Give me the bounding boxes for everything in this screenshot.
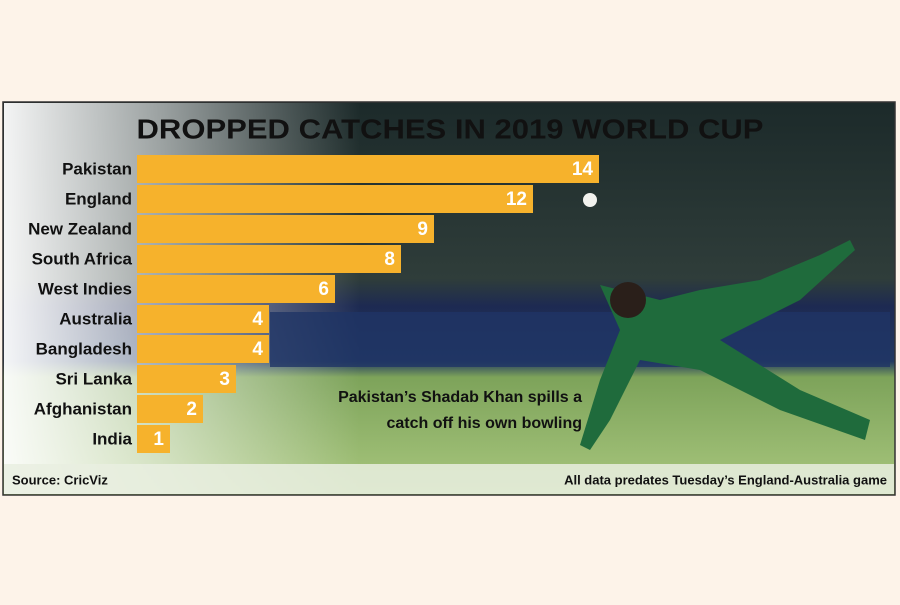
category-label: South Africa [32,249,133,268]
ball [583,193,597,207]
value-label: 9 [417,219,428,240]
bar [137,275,335,303]
value-label: 8 [384,249,395,270]
value-label: 12 [506,189,527,210]
bar [137,185,533,213]
value-label: 4 [252,339,263,360]
footer-band [4,464,894,494]
value-label: 2 [186,399,197,420]
bar [137,425,170,453]
category-label: Afghanistan [34,399,132,418]
value-label: 1 [153,429,164,450]
value-label: 6 [318,279,329,300]
caption-line: Pakistan’s Shadab Khan spills a [338,389,582,406]
value-label: 14 [572,159,594,180]
category-label: Pakistan [62,159,132,178]
player [580,240,870,450]
bar [137,365,236,393]
chart-title: DROPPED CATCHES IN 2019 WORLD CUP [137,113,764,144]
category-label: Bangladesh [36,339,132,358]
bar [137,245,401,273]
bar [137,155,599,183]
category-label: New Zealand [28,219,132,238]
caption-line: catch off his own bowling [386,415,582,432]
bar [137,305,269,333]
value-label: 3 [219,369,230,390]
bar [137,335,269,363]
category-label: England [65,189,132,208]
source: Source: CricViz [12,472,108,487]
category-label: West Indies [38,279,132,298]
value-label: 4 [252,309,263,330]
advert-board [270,312,890,367]
bar [137,395,203,423]
category-label: India [92,429,132,448]
category-label: Sri Lanka [55,369,132,388]
bar [137,215,434,243]
category-label: Australia [59,309,132,328]
note: All data predates Tuesday’s England-Aust… [564,472,887,487]
